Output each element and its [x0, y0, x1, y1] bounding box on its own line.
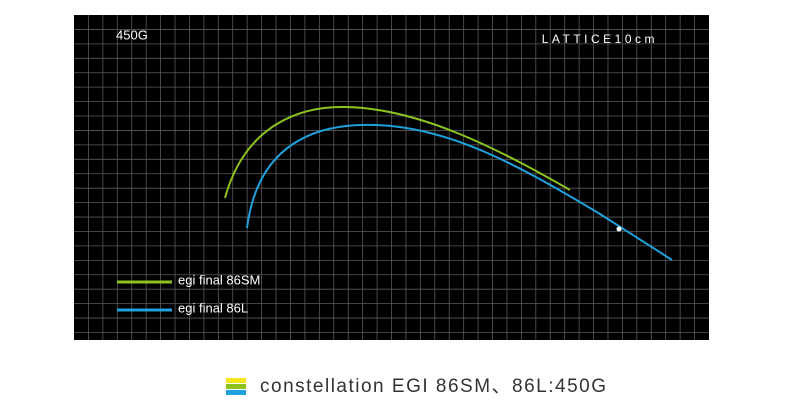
curve-86l — [246, 123, 673, 261]
icon-stripe — [226, 378, 246, 383]
legend-label: egi final 86SM — [178, 272, 260, 287]
caption: constellation EGI 86SM、86L:450G — [260, 376, 608, 397]
tip-dot — [616, 226, 622, 232]
lattice-label: LATTICE10cm — [542, 32, 658, 46]
icon-stripe — [226, 390, 246, 395]
legend-label: egi final 86L — [178, 300, 248, 315]
grid — [74, 15, 709, 340]
icon-stripe — [226, 384, 246, 389]
weight-label: 450G — [116, 27, 148, 42]
curve-86sm — [224, 105, 571, 199]
